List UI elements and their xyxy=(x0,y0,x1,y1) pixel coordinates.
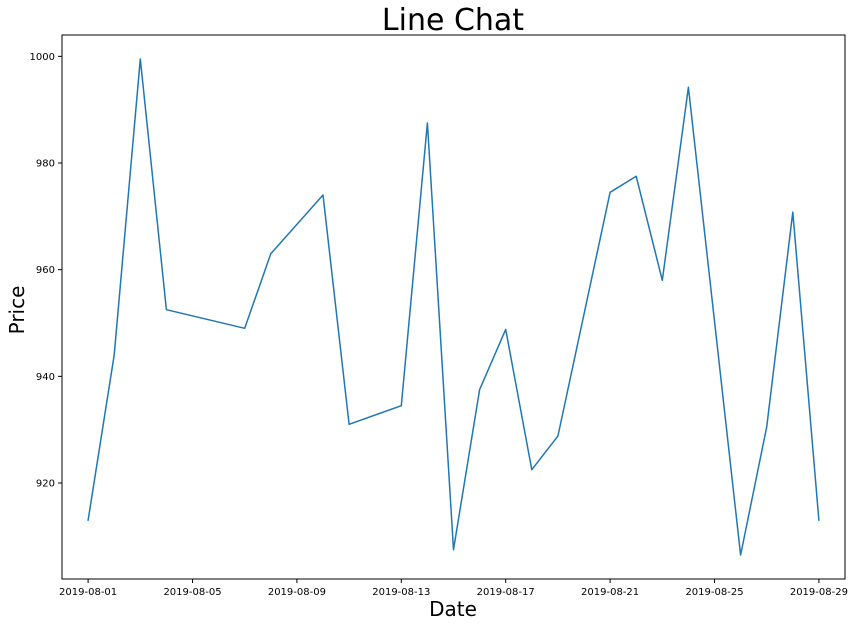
data-point xyxy=(165,309,167,311)
data-point xyxy=(113,354,115,356)
y-tick-label: 1000 xyxy=(30,52,55,63)
series-line xyxy=(87,58,820,556)
x-tick-label: 2019-08-13 xyxy=(372,587,430,598)
x-tick-label: 2019-08-05 xyxy=(163,587,221,598)
data-point xyxy=(792,211,794,213)
data-point xyxy=(505,328,507,330)
data-point xyxy=(270,253,272,255)
chart-title: Line Chat xyxy=(382,3,524,38)
data-point xyxy=(609,191,611,193)
data-point xyxy=(348,423,350,425)
y-tick-label: 940 xyxy=(36,372,55,383)
plot-frame xyxy=(61,34,846,580)
data-point xyxy=(426,122,428,124)
data-point xyxy=(531,469,533,471)
data-point xyxy=(635,175,637,177)
data-point xyxy=(740,554,742,556)
y-tick-label: 960 xyxy=(36,265,55,276)
data-point xyxy=(139,58,141,60)
y-tick-label: 980 xyxy=(36,159,55,170)
data-point xyxy=(453,549,455,551)
x-axis-title: Date xyxy=(429,597,477,621)
y-tick-label: 920 xyxy=(36,479,55,490)
data-point xyxy=(87,519,89,521)
data-point xyxy=(244,327,246,329)
x-tick-label: 2019-08-25 xyxy=(685,587,743,598)
data-point xyxy=(661,279,663,281)
x-tick-label: 2019-08-17 xyxy=(477,587,535,598)
data-point xyxy=(818,519,820,521)
data-point xyxy=(687,86,689,88)
data-point xyxy=(479,389,481,391)
x-tick-label: 2019-08-21 xyxy=(581,587,639,598)
x-tick-label: 2019-08-09 xyxy=(268,587,326,598)
data-point xyxy=(400,405,402,407)
x-tick-label: 2019-08-01 xyxy=(59,587,117,598)
data-point xyxy=(766,426,768,428)
plot-area: 2019-08-01 2019-08-05 2019-08-09 2019-08-13… xyxy=(30,34,848,598)
data-point xyxy=(557,435,559,437)
data-point xyxy=(322,194,324,196)
y-axis-title: Price xyxy=(5,286,29,335)
x-tick-label: 2019-08-29 xyxy=(790,587,848,598)
